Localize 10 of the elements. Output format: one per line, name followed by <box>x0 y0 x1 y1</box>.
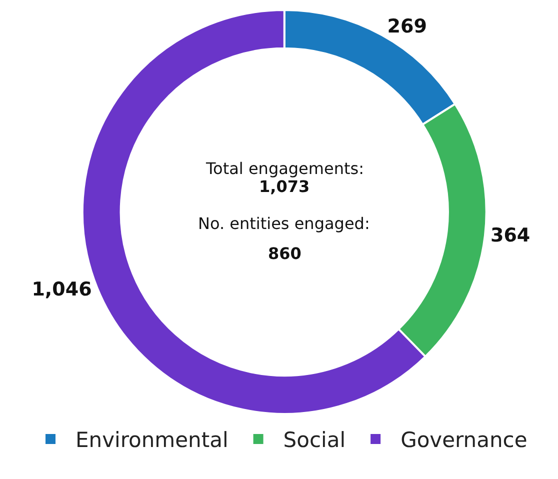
text: 860 <box>268 244 302 263</box>
text: 1,073 <box>259 177 310 196</box>
data-label: 269 <box>387 16 427 38</box>
data-label: 364 <box>490 224 530 247</box>
legend-label: Social <box>283 428 346 452</box>
legend-label: Environmental <box>76 428 228 452</box>
text: Total engagements: <box>205 159 364 178</box>
legend-label: Governance <box>400 428 528 452</box>
text: No. entities engaged: <box>198 214 370 233</box>
data-label: 1,046 <box>32 278 92 301</box>
